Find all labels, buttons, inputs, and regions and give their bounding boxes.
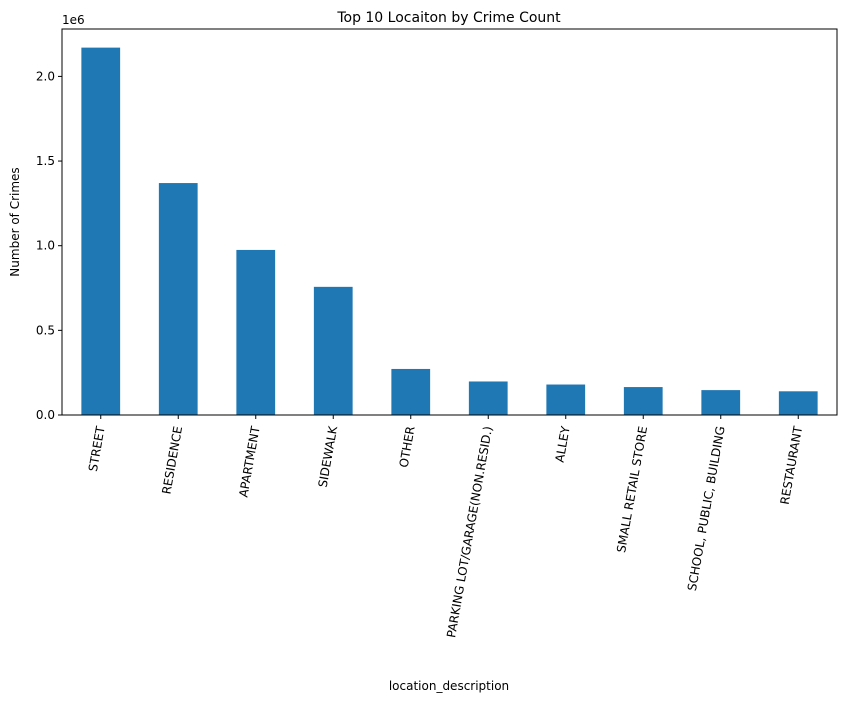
x-tick-label: PARKING LOT/GARAGE(NON.RESID.) <box>444 425 495 639</box>
y-axis-ticks: 0.0 0.5 1.0 1.5 2.0 <box>36 69 62 422</box>
x-tick-label: APARTMENT <box>236 424 262 498</box>
y-axis-label: Number of Crimes <box>8 167 22 276</box>
bar-7 <box>623 387 663 415</box>
y-offset-label: 1e6 <box>62 13 85 27</box>
bar-1 <box>158 183 198 415</box>
bar-8 <box>701 390 741 415</box>
x-tick-label: SIDEWALK <box>316 424 341 489</box>
x-tick-label: ALLEY <box>553 424 573 463</box>
bar-2 <box>236 249 276 415</box>
bar-4 <box>391 368 431 415</box>
y-tick-label: 0.0 <box>36 408 55 422</box>
y-tick-label: 1.0 <box>36 239 55 253</box>
bar-3 <box>313 286 353 415</box>
bar-5 <box>468 381 508 415</box>
x-tick-label: OTHER <box>397 425 418 469</box>
y-tick-label: 0.5 <box>36 323 55 337</box>
x-tick-label: SMALL RETAIL STORE <box>614 425 650 554</box>
bars-group <box>81 47 818 416</box>
plot-frame <box>61 28 838 416</box>
x-axis-label: location_description <box>389 679 509 693</box>
chart-title: Top 10 Locaiton by Crime Count <box>336 10 561 26</box>
x-tick-label: RESIDENCE <box>159 425 185 495</box>
x-axis-ticks: STREET RESIDENCE APARTMENT SIDEWALK OTHER PAR… <box>86 415 805 639</box>
bar-0 <box>81 47 121 416</box>
bar-9 <box>778 391 818 415</box>
bar-6 <box>546 384 586 415</box>
x-tick-label: SCHOOL, PUBLIC, BUILDING <box>685 425 728 592</box>
x-tick-label: RESTAURANT <box>778 424 806 505</box>
y-tick-label: 2.0 <box>36 69 55 83</box>
y-tick-label: 1.5 <box>36 154 55 168</box>
x-tick-label: STREET <box>86 424 108 472</box>
